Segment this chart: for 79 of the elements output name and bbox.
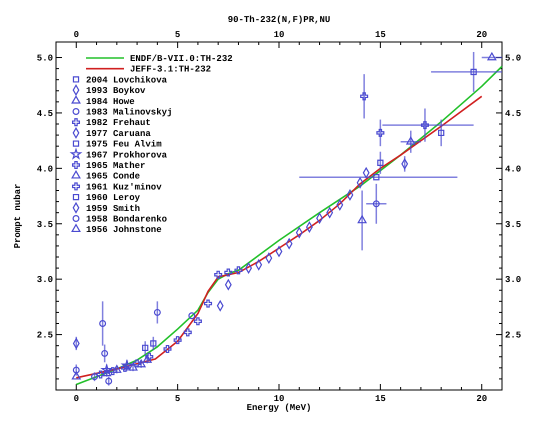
- point: [487, 52, 496, 60]
- legend-label: 1960 Leroy: [86, 193, 141, 204]
- point: [204, 300, 212, 308]
- point: [360, 92, 368, 100]
- y2-tick-label: 5.0: [505, 54, 522, 64]
- point: [358, 215, 367, 224]
- point: [376, 128, 384, 137]
- legend-label: 1967 Prokhorova: [86, 150, 168, 160]
- point: [96, 370, 105, 379]
- point: [372, 200, 380, 208]
- y-tick-label: 3.0: [36, 275, 53, 286]
- point: [101, 350, 108, 357]
- point: [112, 364, 122, 373]
- y2-tick-label: 3.5: [505, 220, 522, 230]
- legend-label: 1965 Conde: [86, 172, 140, 182]
- legend-label: 1984 Howe: [86, 96, 135, 107]
- x-tick-label: 20: [476, 30, 488, 40]
- point: [174, 336, 182, 344]
- legend-label: 1975 Feu Alvim: [86, 140, 162, 150]
- point: [122, 360, 132, 370]
- x-tick-label: 0: [74, 30, 79, 40]
- legend-label: 1958 Bondarenko: [86, 214, 168, 224]
- legend-label: JEFF-3.1:TH-232: [130, 64, 212, 75]
- point: [150, 340, 156, 347]
- point: [373, 174, 380, 180]
- y-tick-label: 3.5: [36, 220, 53, 230]
- legend-label: 1983 Malinovskyj: [86, 108, 172, 118]
- point: [377, 160, 384, 166]
- legend-label: 1993 Boykov: [86, 86, 146, 96]
- x2-tick-label: 5: [174, 394, 180, 404]
- point: [133, 359, 142, 368]
- point: [145, 352, 154, 361]
- y-tick-label: 4.0: [36, 164, 53, 174]
- x2-tick-label: 0: [74, 394, 79, 404]
- legend-label: 1961 Kuz'minov: [86, 182, 162, 192]
- point: [234, 266, 242, 274]
- point: [406, 136, 416, 145]
- point: [188, 312, 196, 320]
- point: [420, 121, 429, 130]
- legend-label: 1977 Caruana: [86, 128, 152, 139]
- point: [72, 372, 81, 380]
- legend-label: 1959 Smith: [86, 204, 140, 214]
- point: [194, 317, 202, 326]
- y2-tick-label: 4.5: [505, 108, 522, 119]
- x-tick-label: 10: [274, 30, 284, 40]
- point: [224, 268, 232, 277]
- point: [154, 308, 161, 316]
- chart-title: 90-Th-232(N,F)PR,NU: [228, 15, 330, 25]
- x-tick-label: 15: [374, 30, 386, 40]
- point: [136, 359, 146, 368]
- legend-label: 1956 Johnstone: [86, 225, 162, 236]
- y2-tick-label: 4.0: [505, 164, 522, 174]
- point: [214, 270, 222, 279]
- legend-label: ENDF/B-VII.0:TH-232: [130, 54, 233, 64]
- point: [470, 68, 477, 76]
- line-series: [75, 66, 503, 386]
- y2-tick-label: 2.5: [505, 330, 522, 341]
- y-axis-title: Prompt nubar: [13, 184, 23, 248]
- point: [184, 328, 192, 336]
- x-tick-label: 5: [174, 30, 180, 40]
- point: [72, 366, 80, 374]
- x2-tick-label: 15: [374, 394, 386, 404]
- x2-tick-label: 10: [274, 394, 284, 404]
- point: [128, 362, 138, 371]
- point: [91, 373, 98, 380]
- point: [142, 344, 148, 352]
- point: [99, 320, 106, 327]
- point: [438, 130, 444, 136]
- y-tick-label: 4.5: [36, 108, 53, 119]
- y2-tick-label: 3.0: [505, 275, 522, 286]
- legend-label: 2004 Lovchikova: [86, 75, 168, 86]
- point: [108, 367, 117, 376]
- legend-label: 1965 Mather: [86, 161, 146, 171]
- legend-label: 1982 Frehaut: [86, 118, 151, 128]
- point: [163, 344, 172, 354]
- x2-tick-label: 20: [476, 394, 488, 404]
- y-tick-label: 5.0: [36, 54, 53, 64]
- x-axis-title: Energy (MeV): [246, 403, 312, 413]
- y-tick-label: 2.5: [36, 330, 53, 341]
